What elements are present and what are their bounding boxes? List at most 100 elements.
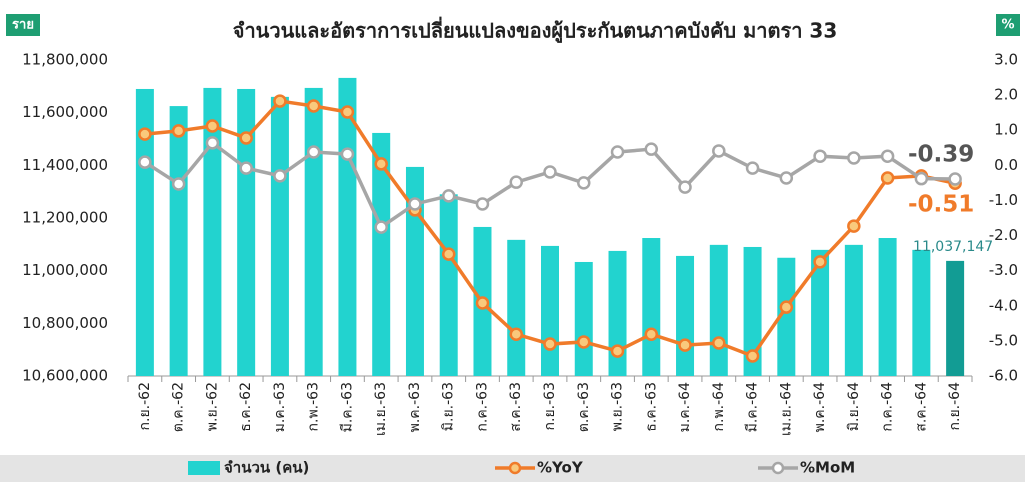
- marker: [847, 151, 861, 165]
- y-tick-label: 11,000,000: [22, 261, 108, 279]
- marker: [712, 336, 726, 350]
- x-tick-label: ส.ค.-64: [913, 382, 929, 432]
- marker: [205, 136, 220, 150]
- marker: [340, 147, 355, 161]
- y-tick-label: 11,400,000: [22, 156, 108, 174]
- y-tick-label: 10,800,000: [22, 314, 108, 332]
- bar: [237, 88, 256, 376]
- marker: [813, 149, 827, 163]
- marker: [374, 220, 388, 234]
- x-tick-label: ต.ค.-62: [171, 382, 187, 432]
- bar: [169, 106, 188, 376]
- marker: [441, 247, 456, 261]
- x-tick-label: พ.ย.-62: [204, 382, 220, 431]
- y-tick-label: 11,600,000: [22, 103, 108, 121]
- data-label: -0.39: [908, 142, 974, 168]
- y-label-box: [6, 14, 40, 36]
- x-tick-label: พ.ย.-63: [610, 382, 626, 431]
- marker: [577, 335, 591, 349]
- bar: [743, 246, 762, 376]
- marker: [610, 344, 625, 358]
- marker: [914, 171, 929, 186]
- marker: [543, 337, 557, 351]
- bar: [541, 245, 559, 376]
- marker: [745, 349, 760, 363]
- x-tick-label: เม.ย.-63: [373, 382, 389, 436]
- bar: [574, 261, 593, 376]
- bar: [304, 87, 323, 376]
- bar: [811, 249, 830, 376]
- marker: [138, 155, 152, 169]
- marker: [171, 124, 186, 138]
- marker: [340, 105, 355, 119]
- y2-tick-label: 3.0: [994, 51, 1018, 69]
- y2-tick-label: -2.0: [989, 226, 1018, 244]
- bar: [777, 257, 796, 376]
- x-tick-label: มี.ค.-63: [339, 382, 355, 432]
- x-tick-label: ธ.ค.-63: [643, 382, 659, 432]
- marker: [239, 131, 253, 145]
- marker: [475, 197, 490, 211]
- marker: [880, 149, 895, 163]
- x-tick-label: มิ.ย.-63: [441, 382, 457, 431]
- marker: [610, 145, 625, 159]
- chart-title: จำนวนและอัตราการเปลี่ยนแปลงของผู้ประกันต…: [233, 16, 838, 45]
- marker: [880, 171, 895, 185]
- bar: [270, 96, 289, 376]
- marker: [509, 175, 523, 189]
- marker: [273, 94, 287, 108]
- bar: [912, 249, 931, 376]
- bar: [439, 194, 458, 376]
- x-tick-label: ก.ย.-63: [542, 382, 558, 430]
- marker: [644, 142, 659, 156]
- marker: [644, 327, 659, 341]
- legend-label: จำนวน (คน): [224, 459, 309, 477]
- marker: [374, 157, 388, 171]
- x-tick-label: มิ.ย.-64: [846, 382, 862, 431]
- bar: [203, 87, 222, 376]
- data-label: 11,037,147: [913, 239, 993, 255]
- y-tick-label: 11,800,000: [22, 51, 108, 69]
- legend-marker: [771, 461, 785, 475]
- x-tick-label: ต.ค.-63: [576, 382, 592, 432]
- x-tick-label: เม.ย.-64: [778, 382, 794, 436]
- x-tick-label: ธ.ค.-62: [238, 382, 254, 432]
- bar: [844, 244, 863, 376]
- x-tick-label: มี.ค.-64: [745, 382, 761, 432]
- y2-axis-label: %: [1001, 18, 1014, 33]
- x-tick-label: ก.พ.-63: [306, 382, 322, 431]
- marker: [948, 172, 962, 186]
- x-tick-label: พ.ค.-63: [407, 382, 423, 432]
- bar: [372, 132, 391, 376]
- legend-swatch: [188, 461, 220, 475]
- marker: [678, 338, 692, 352]
- bar: [709, 244, 728, 376]
- bar: [608, 250, 627, 376]
- bar: [676, 255, 695, 376]
- marker: [441, 189, 456, 203]
- bar: [878, 238, 897, 376]
- bar: [405, 166, 424, 376]
- x-tick-label: ม.ค.-64: [677, 382, 693, 432]
- marker: [171, 177, 186, 191]
- marker: [509, 327, 523, 341]
- legend-label: %MoM: [800, 459, 855, 477]
- bar: [642, 238, 661, 376]
- legend-label: %YoY: [537, 459, 584, 477]
- marker: [273, 169, 287, 183]
- y2-tick-label: -6.0: [989, 367, 1018, 385]
- bar: [946, 260, 965, 376]
- x-tick-label: ก.ย.-64: [947, 382, 963, 431]
- x-tick-label: ม.ค.-63: [272, 382, 288, 432]
- x-tick-label: ส.ค.-63: [508, 382, 524, 432]
- marker: [205, 119, 220, 133]
- y2-tick-label: -5.0: [989, 331, 1018, 349]
- legend-marker: [508, 461, 522, 475]
- y2-tick-label: 1.0: [994, 121, 1018, 139]
- marker: [813, 255, 827, 269]
- y2-tick-label: -3.0: [989, 261, 1018, 279]
- x-tick-label: พ.ค.-64: [812, 382, 828, 432]
- marker: [239, 161, 253, 175]
- marker: [138, 127, 152, 141]
